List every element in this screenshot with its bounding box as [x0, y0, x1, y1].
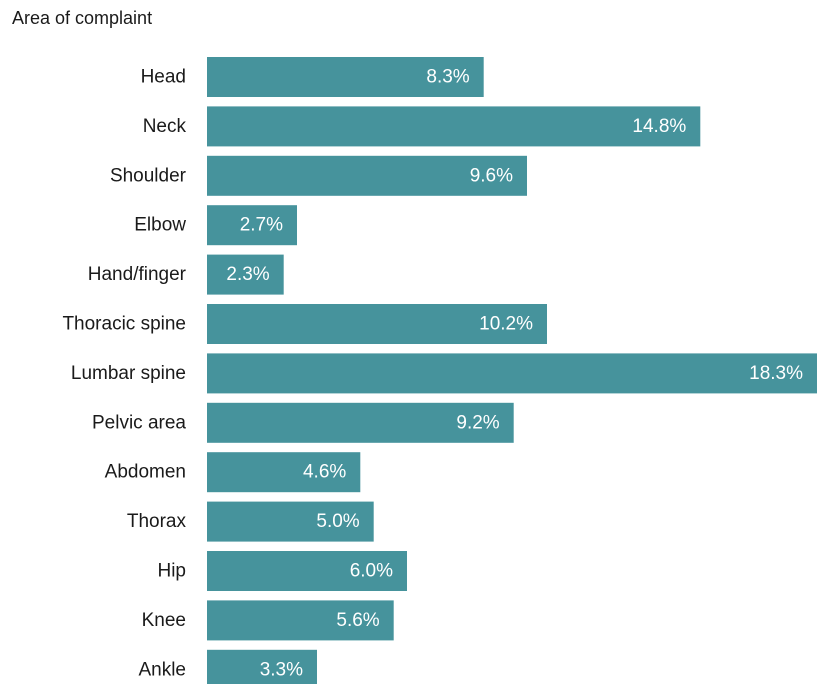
- value-label: 10.2%: [479, 314, 533, 335]
- bar-group: Elbow 2.7%: [134, 205, 297, 246]
- value-label: 5.0%: [316, 511, 359, 532]
- bar: [207, 649, 317, 684]
- bar-group: Neck 14.8%: [143, 106, 701, 147]
- value-label: 6.0%: [350, 561, 393, 582]
- category-label: Shoulder: [110, 165, 187, 186]
- chart-title: Area of complaint: [12, 8, 153, 28]
- bar: [207, 551, 407, 591]
- value-label: 9.2%: [456, 412, 499, 433]
- bar: [207, 501, 374, 542]
- category-label: Head: [141, 67, 186, 88]
- bar-group: Thorax 5.0%: [127, 501, 374, 542]
- bar: [207, 353, 817, 394]
- value-label: 8.3%: [426, 67, 469, 88]
- category-label: Abdomen: [105, 462, 186, 483]
- category-label: Knee: [142, 610, 186, 631]
- category-label: Thoracic spine: [62, 314, 186, 335]
- category-label: Thorax: [127, 511, 187, 532]
- bar: [207, 57, 484, 97]
- category-label: Ankle: [138, 659, 186, 680]
- bar-group: Hand/finger 2.3%: [88, 254, 284, 295]
- value-label: 9.6%: [470, 165, 513, 186]
- value-label: 2.7%: [240, 215, 283, 236]
- bar: [207, 155, 527, 196]
- bar-group: Head 8.3%: [141, 57, 484, 97]
- value-label: 18.3%: [749, 363, 803, 384]
- bar: [207, 254, 284, 295]
- bar: [207, 600, 394, 641]
- value-label: 4.6%: [303, 462, 346, 483]
- bar: [207, 452, 361, 493]
- bar: [207, 304, 547, 344]
- bar-group: Knee 5.6%: [142, 600, 394, 641]
- value-label: 3.3%: [260, 659, 303, 680]
- bar-group: Lumbar spine 18.3%: [71, 353, 817, 394]
- category-label: Hand/finger: [88, 264, 187, 285]
- bar-group: Thoracic spine 10.2%: [62, 304, 547, 344]
- category-label: Lumbar spine: [71, 363, 186, 384]
- bar-group: Abdomen 4.6%: [105, 452, 361, 493]
- value-label: 14.8%: [632, 116, 686, 137]
- bar: [207, 205, 297, 246]
- bar-group: Shoulder 9.6%: [110, 155, 527, 196]
- value-label: 2.3%: [226, 264, 269, 285]
- category-label: Pelvic area: [92, 412, 186, 433]
- category-label: Elbow: [134, 215, 186, 236]
- category-label: Hip: [157, 561, 186, 582]
- bar-group: Pelvic area 9.2%: [92, 402, 514, 443]
- bar-group: Ankle 3.3%: [138, 649, 317, 684]
- bar: [207, 402, 514, 443]
- bar-group: Hip 6.0%: [157, 551, 407, 591]
- category-label: Neck: [143, 116, 187, 137]
- value-label: 5.6%: [336, 610, 379, 631]
- bar: [207, 106, 701, 147]
